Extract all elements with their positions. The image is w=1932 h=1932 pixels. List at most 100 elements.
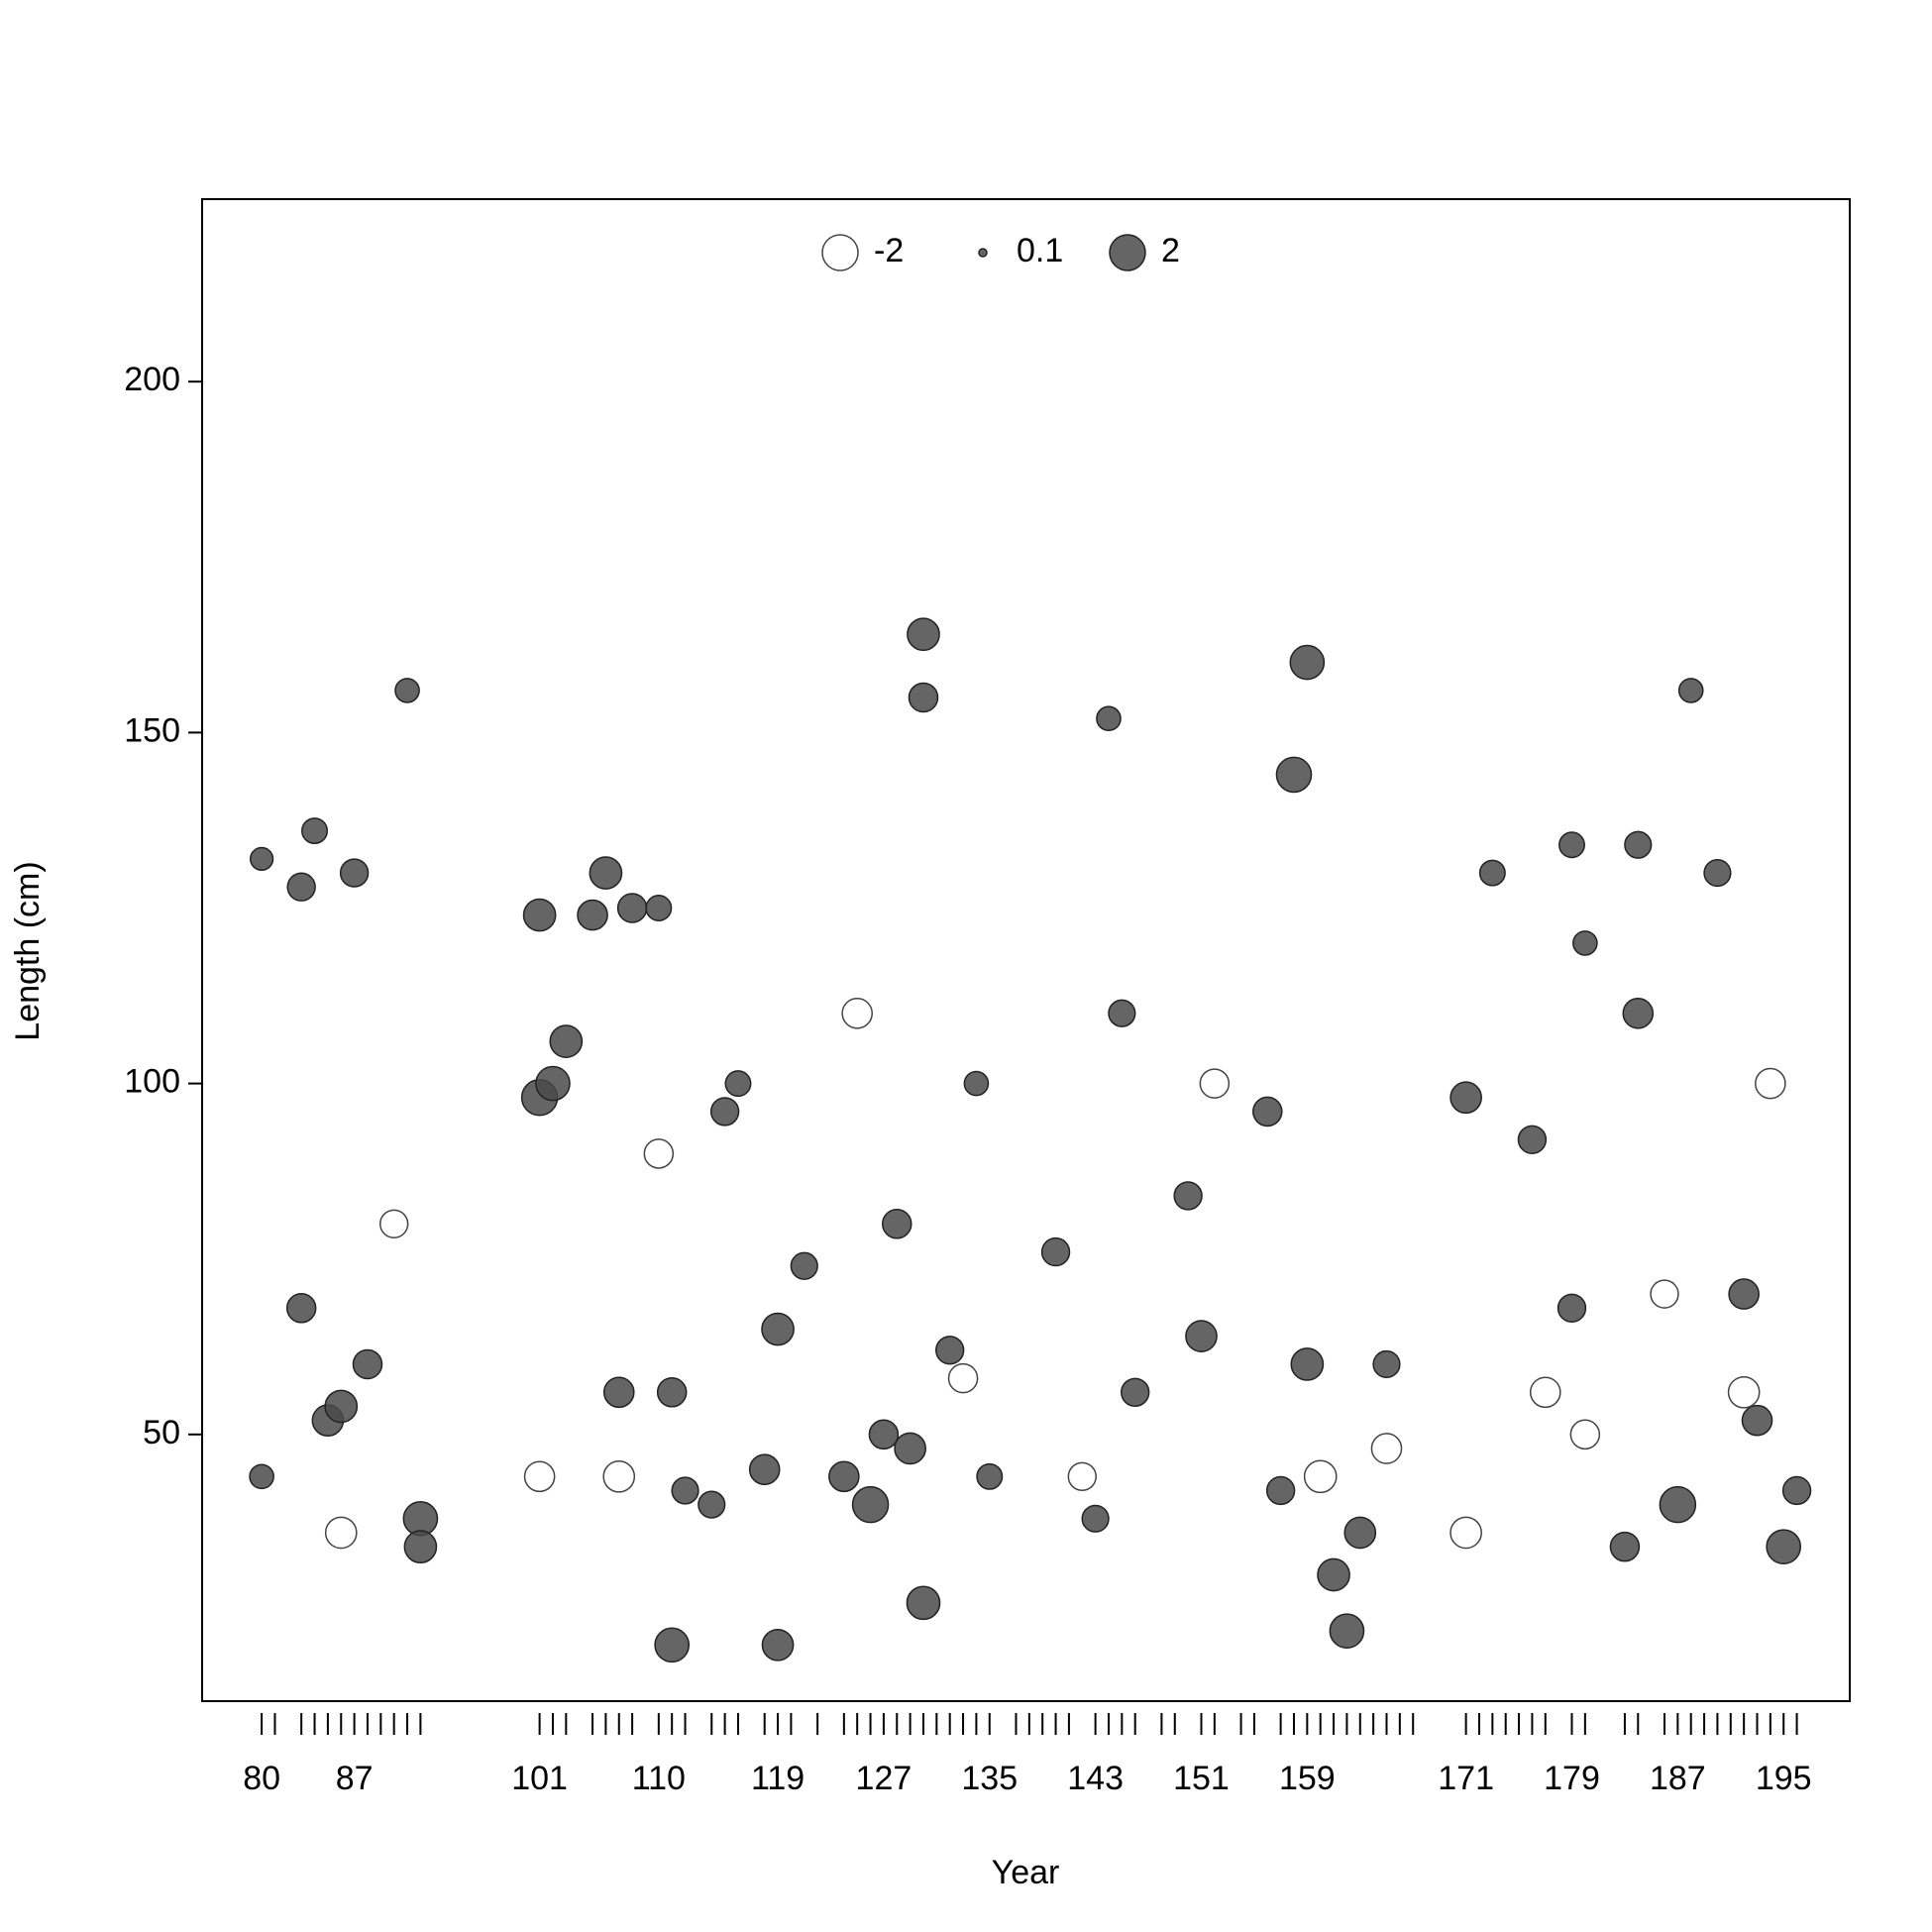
bubble	[324, 1389, 359, 1424]
bubble	[249, 846, 274, 872]
bubble	[1275, 756, 1313, 794]
bubble	[1624, 830, 1653, 859]
bubble	[1372, 1349, 1401, 1379]
legend-label: -2	[874, 232, 904, 269]
bubble	[602, 1459, 636, 1493]
bubble	[656, 1377, 688, 1408]
y-tick-label: 50	[143, 1414, 180, 1451]
x-tick-label: 135	[961, 1760, 1018, 1797]
bubble	[1650, 1279, 1679, 1309]
bubble	[589, 856, 623, 890]
bubble	[301, 817, 329, 845]
x-tick-label: 179	[1544, 1760, 1600, 1797]
bubble	[1289, 644, 1326, 681]
legend-label: 2	[1161, 232, 1180, 269]
bubble	[761, 1312, 795, 1346]
bubble	[671, 1476, 699, 1505]
bubble	[602, 1376, 635, 1409]
x-tick-label: 159	[1279, 1760, 1336, 1797]
bubble	[935, 1336, 965, 1365]
legend-label: 0.1	[1017, 232, 1063, 269]
x-tick-label: 187	[1650, 1760, 1706, 1797]
bubble	[1317, 1557, 1350, 1592]
legend-symbol	[821, 234, 859, 271]
bubble	[1781, 1475, 1812, 1506]
bubble	[1370, 1433, 1403, 1464]
bubble	[339, 858, 370, 888]
bubble	[394, 678, 420, 703]
bubble	[616, 893, 648, 923]
bubble	[1569, 1419, 1601, 1450]
bubble	[1067, 1461, 1097, 1492]
bubble	[976, 1462, 1004, 1490]
bubble	[1556, 1293, 1587, 1323]
bubble	[549, 1024, 584, 1058]
bubble	[1703, 858, 1732, 888]
x-tick-label: 143	[1067, 1760, 1124, 1797]
y-axis-label: Length (cm)	[9, 861, 47, 1040]
bubble	[249, 1463, 274, 1490]
bubble	[1677, 678, 1704, 703]
bubble	[1329, 1613, 1365, 1649]
bubble	[1121, 1377, 1150, 1407]
bubble	[352, 1348, 383, 1380]
bubble	[894, 1432, 926, 1465]
bubble	[882, 1209, 912, 1239]
bubble	[285, 1293, 317, 1324]
bubble	[1728, 1278, 1760, 1310]
bubble	[1081, 1504, 1110, 1533]
x-tick-label: 87	[336, 1760, 374, 1797]
bubble	[790, 1251, 818, 1280]
bubble	[1609, 1531, 1641, 1562]
x-tick-label: 151	[1173, 1760, 1230, 1797]
bubble	[1529, 1376, 1561, 1409]
bubble	[1343, 1516, 1377, 1550]
bubble	[698, 1490, 726, 1519]
x-tick-label: 80	[243, 1760, 280, 1797]
bubble	[1173, 1181, 1203, 1211]
bubble	[535, 1065, 571, 1102]
bubble	[1659, 1485, 1697, 1524]
bubble	[906, 1585, 941, 1621]
bubble	[1449, 1081, 1482, 1115]
bubble	[1517, 1125, 1548, 1154]
y-tick-label: 200	[124, 361, 180, 398]
bubble	[868, 1419, 900, 1450]
bubble	[1303, 1459, 1338, 1494]
bubble	[286, 872, 316, 902]
bubble	[947, 1362, 979, 1394]
bubble	[828, 1460, 860, 1493]
bubble	[1755, 1067, 1786, 1100]
y-tick-label: 100	[124, 1063, 180, 1101]
bubble	[643, 1138, 675, 1169]
bubble	[841, 997, 874, 1029]
x-axis-label: Year	[992, 1854, 1060, 1891]
legend-symbol	[978, 248, 988, 258]
plot-frame	[201, 198, 1851, 1702]
bubble	[1572, 930, 1598, 956]
x-tick-label: 101	[511, 1760, 568, 1797]
bubble	[523, 1460, 556, 1493]
bubble	[1040, 1236, 1071, 1267]
bubble	[1185, 1320, 1218, 1352]
bubble	[522, 898, 557, 932]
bubble	[645, 895, 673, 921]
bubble	[1622, 997, 1655, 1029]
bubble	[1108, 999, 1136, 1027]
bubble	[1558, 831, 1585, 859]
bubble	[761, 1628, 795, 1662]
bubble	[403, 1530, 438, 1563]
bubble	[324, 1516, 358, 1550]
bubble	[851, 1485, 890, 1524]
x-tick-label: 171	[1438, 1760, 1494, 1797]
bubble	[378, 1209, 409, 1238]
bubble	[1265, 1475, 1296, 1506]
legend-symbol	[1109, 234, 1146, 271]
bubble	[1252, 1096, 1283, 1127]
bubble	[1741, 1404, 1773, 1437]
bubble	[1290, 1347, 1325, 1381]
bubble	[1199, 1068, 1231, 1099]
x-tick-label: 119	[751, 1760, 805, 1797]
bubble	[724, 1070, 752, 1098]
